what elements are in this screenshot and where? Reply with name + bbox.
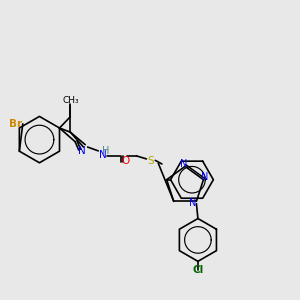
Text: H: H: [102, 146, 109, 156]
Text: Br: Br: [9, 119, 22, 129]
Text: N: N: [99, 150, 106, 160]
Text: CH₃: CH₃: [62, 97, 79, 106]
Text: N: N: [189, 198, 197, 208]
Text: Cl: Cl: [192, 265, 203, 275]
Text: N: N: [180, 159, 187, 169]
Text: O: O: [121, 156, 130, 166]
Text: N: N: [201, 172, 208, 182]
Text: S: S: [148, 156, 154, 166]
Text: N: N: [78, 146, 86, 156]
